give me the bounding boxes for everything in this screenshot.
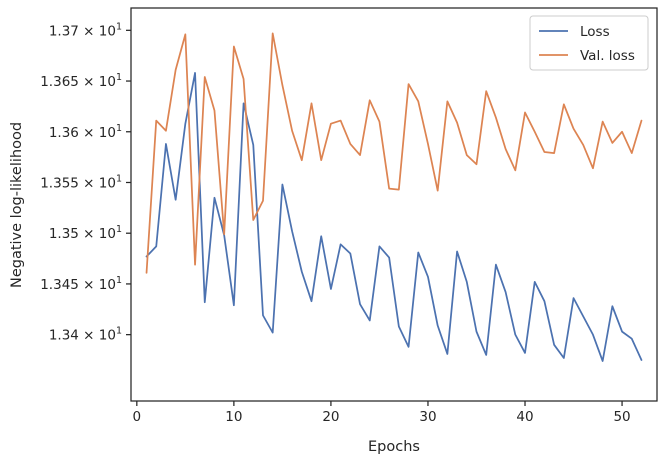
y-tick-label: 1.345 × 101	[40, 275, 122, 293]
y-tick-label: 1.34 × 101	[49, 326, 122, 344]
y-tick-label: 1.36 × 101	[49, 123, 122, 141]
legend-box	[529, 15, 649, 71]
x-tick-label: 30	[419, 409, 436, 425]
series-line-loss	[145, 72, 643, 362]
series-layer	[145, 32, 643, 362]
y-tick-label: 1.365 × 101	[40, 72, 122, 90]
x-tick-label: 0	[133, 409, 142, 425]
y-tick-label: 1.355 × 101	[40, 173, 122, 191]
ticks-layer: 0 10 20 30 40 50 1.34 × 101 1.345 × 101 1.35 × 1…	[40, 21, 630, 425]
y-tick-label: 1.37 × 101	[49, 21, 122, 39]
series-line-val-loss	[145, 32, 643, 274]
axes-frame	[130, 7, 658, 402]
x-tick-label: 40	[516, 409, 533, 425]
legend-label-val-loss: Val. loss	[580, 48, 635, 64]
legend: Loss Val. loss	[529, 15, 649, 71]
x-tick-label: 20	[322, 409, 339, 425]
legend-label-loss: Loss	[580, 24, 610, 40]
y-tick-label: 1.35 × 101	[49, 224, 122, 242]
x-tick-label: 50	[613, 409, 630, 425]
x-tick-label: 10	[225, 409, 242, 425]
y-axis-label: Negative log-likelihood	[9, 122, 25, 288]
x-axis-label: Epochs	[368, 439, 420, 455]
